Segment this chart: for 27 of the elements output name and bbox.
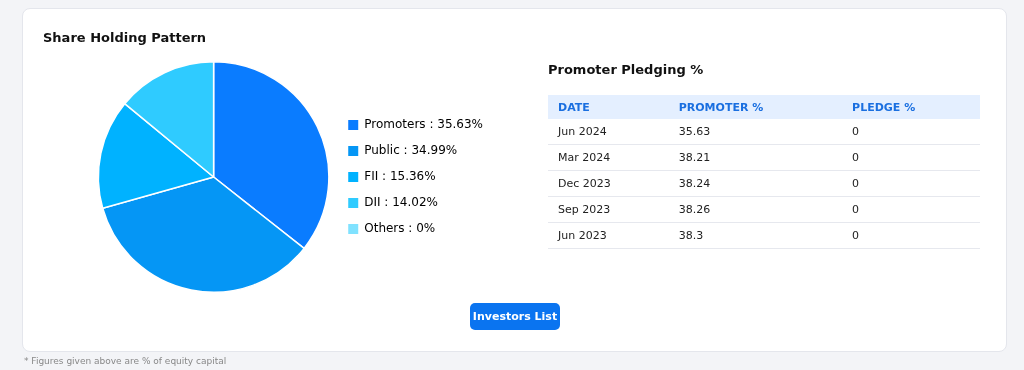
text: DATE <box>548 95 669 119</box>
data-label: 38.21 <box>668 144 843 171</box>
data-label: 35.63 <box>668 119 843 145</box>
data-label: 0 <box>842 170 980 197</box>
text: Promoter Pledging % <box>548 62 704 77</box>
data-label: 0 <box>842 119 980 145</box>
category-label: Jun 2024 <box>548 119 669 145</box>
category-label: Dec 2023 <box>548 170 669 197</box>
data-label: 0 <box>842 144 980 171</box>
text: * Figures given above are % of equity capital <box>24 356 227 366</box>
text: Investors List <box>470 303 560 330</box>
legend-label: Others : 0% <box>364 221 436 236</box>
legend-label: Promoters : 35.63% <box>364 117 484 132</box>
data-label: 38.26 <box>668 196 843 223</box>
category-label: Jun 2023 <box>548 222 669 249</box>
legend-label: Public : 34.99% <box>364 143 458 158</box>
chart-title: Share Holding Pattern <box>43 30 207 45</box>
data-label: 38.24 <box>668 170 843 197</box>
data-label: 0 <box>842 222 980 249</box>
data-label: 38.3 <box>668 222 843 249</box>
text: PLEDGE % <box>842 95 980 119</box>
legend-label: DII : 14.02% <box>364 195 438 210</box>
category-label: Mar 2024 <box>548 144 669 171</box>
text: PROMOTER % <box>668 95 843 119</box>
category-label: Sep 2023 <box>548 196 669 223</box>
legend-label: FII : 15.36% <box>364 169 436 184</box>
data-label: 0 <box>842 196 980 223</box>
